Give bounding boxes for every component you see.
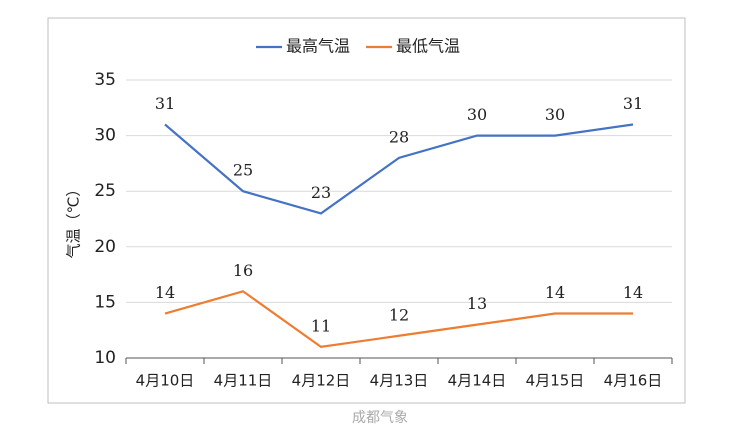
line-series <box>164 123 634 215</box>
y-tick-label: 35 <box>94 70 116 90</box>
y-tick-label: 25 <box>94 181 116 201</box>
line-series <box>164 290 633 349</box>
x-tick-label: 4月15日 <box>526 372 585 390</box>
y-axis-title: 气温（℃） <box>65 182 83 259</box>
data-label: 12 <box>389 305 409 324</box>
x-tick-label: 4月14日 <box>448 372 507 390</box>
x-tick-label: 4月13日 <box>370 372 429 390</box>
x-tick-label: 4月10日 <box>136 372 195 390</box>
data-label: 25 <box>233 161 253 180</box>
watermark: 成都气象 <box>352 410 408 426</box>
data-label: 14 <box>545 283 565 302</box>
y-tick-label: 10 <box>94 348 116 368</box>
data-label: 14 <box>155 283 175 302</box>
chart-border <box>47 17 686 404</box>
y-tick-label: 15 <box>94 292 116 312</box>
y-tick-label: 30 <box>94 126 116 146</box>
data-label: 13 <box>467 294 487 313</box>
data-label: 16 <box>233 261 253 280</box>
legend-label: 最低气温 <box>396 37 460 56</box>
x-tick-label: 4月11日 <box>214 372 273 390</box>
data-label: 11 <box>311 316 331 335</box>
data-label: 28 <box>389 127 409 146</box>
data-label: 30 <box>545 105 565 124</box>
legend-label: 最高气温 <box>286 37 350 56</box>
data-label: 31 <box>623 94 643 113</box>
x-tick-label: 4月12日 <box>292 372 351 390</box>
data-label: 23 <box>311 183 331 202</box>
data-label: 31 <box>155 94 175 113</box>
data-label: 14 <box>623 283 643 302</box>
x-tick-label: 4月16日 <box>604 372 663 390</box>
y-tick-label: 20 <box>94 237 116 257</box>
data-label: 30 <box>467 105 487 124</box>
